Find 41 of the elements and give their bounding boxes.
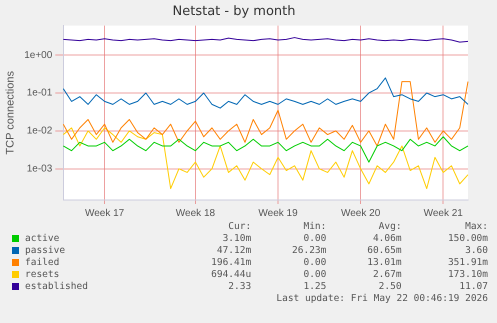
y-tick-label: 1e+00: [24, 50, 53, 61]
legend-label: passive: [24, 245, 66, 257]
y-tick-label: 1e-03: [26, 164, 53, 175]
text: 11.07: [458, 281, 489, 293]
legend-label: established: [24, 281, 89, 293]
text: 694.44u: [210, 269, 252, 281]
text: 3.10m: [222, 233, 252, 245]
text: Max:: [464, 221, 489, 233]
y-axis-title: TCP connections: [4, 70, 17, 155]
text: Avg:: [378, 221, 403, 233]
text: Last update: Fri May 22 00:46:19 2026: [275, 293, 489, 305]
text: 60.65m: [366, 245, 403, 257]
text: 13.01m: [366, 257, 403, 269]
text: 2.50: [378, 281, 403, 293]
text: 196.41m: [210, 257, 252, 269]
y-tick-label: 1e-01: [26, 88, 53, 99]
text: 0.00: [302, 269, 328, 281]
text: 2.33: [227, 281, 252, 293]
text: 351.91m: [446, 257, 489, 269]
text: 1.25: [302, 281, 328, 293]
chart-title: Netstat - by month: [172, 4, 296, 20]
legend-label: failed: [24, 257, 60, 269]
text: 2.67m: [372, 269, 403, 281]
text: 3.60: [464, 245, 489, 257]
x-tick-label: Week 20: [340, 208, 381, 219]
legend-label: resets: [24, 269, 60, 281]
legend-label: active: [24, 233, 60, 245]
y-tick-label: 1e-02: [26, 126, 53, 137]
text: 26.23m: [291, 245, 328, 257]
text: 4.06m: [372, 233, 403, 245]
text: 150.00m: [446, 233, 489, 245]
text: 0.00: [302, 257, 328, 269]
text: 47.12m: [216, 245, 252, 257]
x-tick-label: Week 17: [84, 208, 125, 219]
text: 0.00: [302, 233, 328, 245]
text: Cur:: [227, 221, 252, 233]
x-tick-label: Week 18: [176, 208, 216, 219]
text: 173.10m: [446, 269, 489, 281]
x-tick-label: Week 21: [424, 208, 464, 219]
x-tick-label: Week 19: [258, 208, 298, 219]
text: Min:: [302, 221, 328, 233]
